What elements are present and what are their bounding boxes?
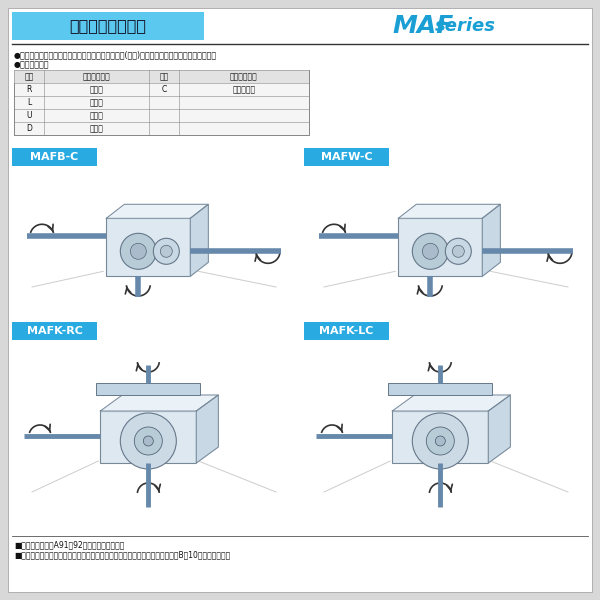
Circle shape	[427, 427, 454, 455]
Bar	[100, 411, 196, 463]
Text: 記号: 記号	[160, 72, 169, 81]
Polygon shape	[196, 395, 218, 463]
Circle shape	[130, 243, 146, 259]
Bar	[12, 322, 296, 522]
Text: ■特殊な取付状態については、当社へお問い合わせ下さい。なお、参考としてB－10をご覧下さい。: ■特殊な取付状態については、当社へお問い合わせ下さい。なお、参考としてB－10を…	[14, 550, 230, 559]
Text: D: D	[26, 124, 32, 133]
Polygon shape	[482, 204, 500, 276]
Bar	[392, 411, 488, 463]
Bar	[12, 148, 296, 312]
Text: series: series	[435, 17, 496, 35]
Text: 記号: 記号	[25, 72, 34, 81]
Bar	[304, 322, 588, 522]
Bar	[106, 218, 190, 276]
Bar	[304, 148, 389, 166]
Bar	[398, 218, 482, 276]
Circle shape	[452, 245, 464, 257]
Text: 上　側: 上 側	[89, 111, 103, 120]
Circle shape	[436, 436, 445, 446]
Circle shape	[134, 427, 163, 455]
Bar	[12, 322, 97, 340]
Polygon shape	[392, 395, 511, 411]
Text: 下　側: 下 側	[89, 124, 103, 133]
Text: MAFB-C: MAFB-C	[31, 152, 79, 162]
Text: ●軸配置は入力軸またはモータを手前にして出力軸(青色)の出ている方向で決定して下さい。: ●軸配置は入力軸またはモータを手前にして出力軸(青色)の出ている方向で決定して下…	[14, 50, 217, 59]
Text: 出力軸退職: 出力軸退職	[232, 85, 256, 94]
Circle shape	[121, 413, 176, 469]
Polygon shape	[106, 204, 208, 218]
Text: ●軸配置の記号: ●軸配置の記号	[14, 60, 49, 69]
Text: ■軸配置の詳細はA91・92を参照して下さい。: ■軸配置の詳細はA91・92を参照して下さい。	[14, 540, 124, 549]
Circle shape	[412, 233, 448, 269]
Text: 軸配置と回転方向: 軸配置と回転方向	[70, 19, 146, 34]
Text: 出力軸の方向: 出力軸の方向	[230, 72, 258, 81]
Text: C: C	[161, 85, 167, 94]
Text: 左　側: 左 側	[89, 98, 103, 107]
Text: MAF: MAF	[392, 14, 454, 38]
Circle shape	[143, 436, 154, 446]
Bar	[97, 383, 200, 395]
Bar	[304, 148, 588, 312]
Polygon shape	[398, 204, 500, 218]
Circle shape	[160, 245, 172, 257]
Circle shape	[121, 233, 157, 269]
Text: R: R	[26, 85, 32, 94]
Text: MAFK-RC: MAFK-RC	[26, 326, 82, 336]
Circle shape	[154, 238, 179, 264]
Text: 出力軸の方向: 出力軸の方向	[83, 72, 110, 81]
Circle shape	[422, 243, 439, 259]
Text: U: U	[26, 111, 32, 120]
Bar	[388, 383, 493, 395]
Bar	[14, 70, 309, 83]
Circle shape	[445, 238, 472, 264]
Polygon shape	[488, 395, 511, 463]
Polygon shape	[190, 204, 208, 276]
Text: MAFK-LC: MAFK-LC	[319, 326, 374, 336]
Circle shape	[412, 413, 469, 469]
Text: 右　側: 右 側	[89, 85, 103, 94]
Bar	[14, 70, 309, 135]
Text: L: L	[27, 98, 31, 107]
Bar	[304, 322, 389, 340]
Bar	[12, 12, 204, 40]
Text: MAFW-C: MAFW-C	[320, 152, 373, 162]
Bar	[12, 148, 97, 166]
Polygon shape	[100, 395, 218, 411]
